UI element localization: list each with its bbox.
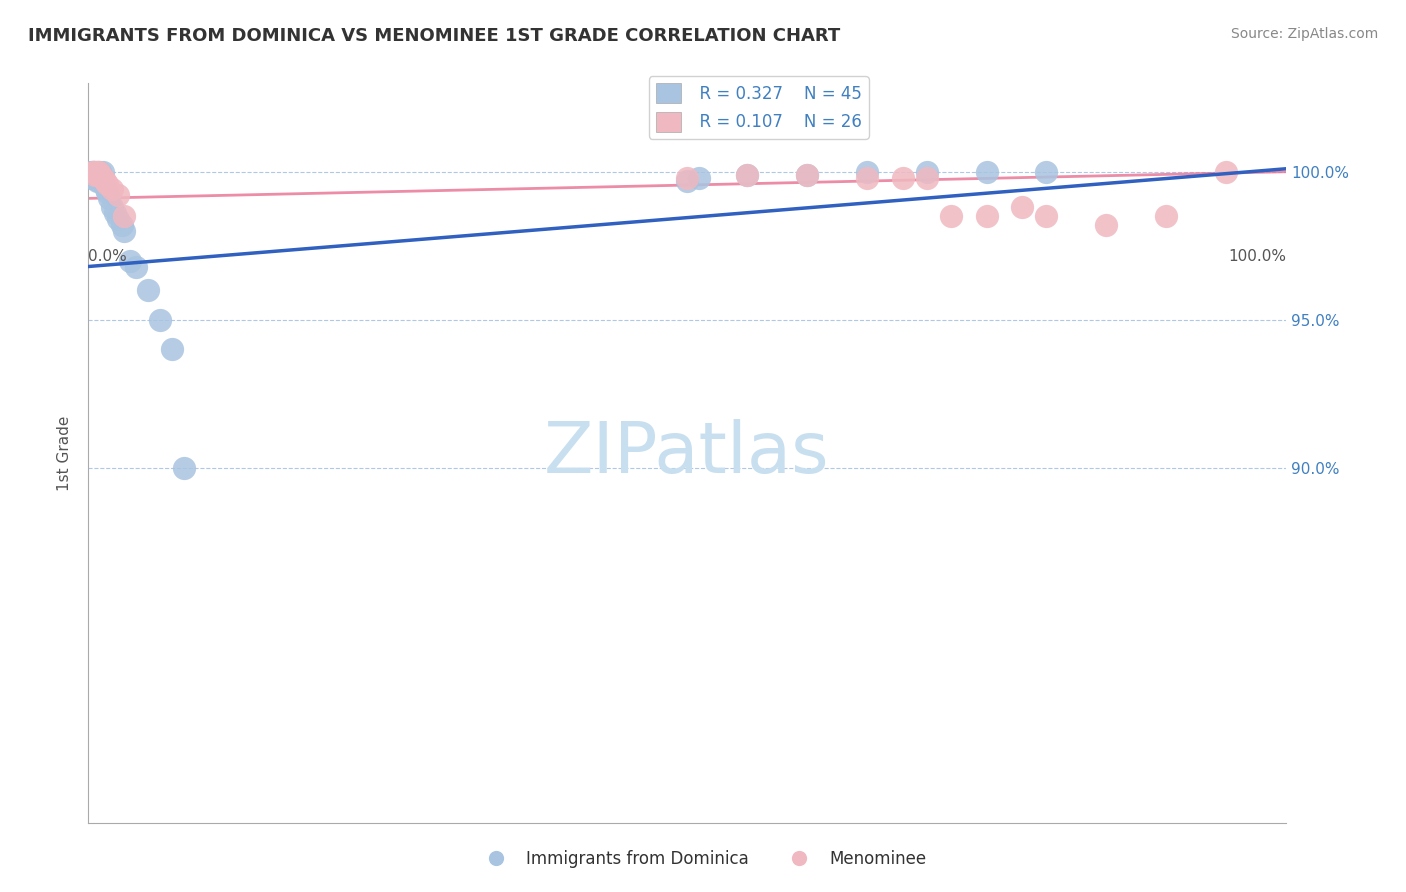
Point — [82, 165, 104, 179]
Point — [1154, 209, 1177, 223]
Point — [91, 165, 114, 179]
Point — [855, 170, 877, 185]
Point — [796, 168, 818, 182]
Point — [855, 165, 877, 179]
Point — [90, 173, 112, 187]
Point — [149, 313, 172, 327]
Point — [101, 182, 124, 196]
Point — [891, 170, 914, 185]
Point — [976, 165, 998, 179]
Point — [86, 165, 108, 179]
Point — [976, 209, 998, 223]
Point — [111, 218, 134, 232]
Point — [89, 170, 111, 185]
Point — [173, 461, 195, 475]
Point — [120, 253, 142, 268]
Point — [107, 188, 129, 202]
Point — [101, 200, 124, 214]
Point — [83, 168, 105, 182]
Point — [676, 170, 699, 185]
Point — [91, 170, 114, 185]
Point — [97, 191, 120, 205]
Point — [103, 206, 125, 220]
Text: Source: ZipAtlas.com: Source: ZipAtlas.com — [1230, 27, 1378, 41]
Point — [84, 168, 107, 182]
Point — [79, 165, 101, 179]
Point — [94, 173, 117, 187]
Point — [86, 173, 108, 187]
Legend:   R = 0.327    N = 45,   R = 0.107    N = 26: R = 0.327 N = 45, R = 0.107 N = 26 — [650, 77, 869, 138]
Point — [80, 170, 103, 185]
Point — [112, 209, 135, 223]
Point — [89, 168, 111, 182]
Point — [87, 165, 110, 179]
Point — [107, 212, 129, 227]
Point — [1011, 200, 1033, 214]
Point — [915, 165, 938, 179]
Point — [688, 170, 710, 185]
Point — [125, 260, 148, 274]
Point — [96, 177, 118, 191]
Point — [87, 168, 110, 182]
Point — [87, 173, 110, 187]
Point — [735, 168, 758, 182]
Point — [83, 165, 105, 179]
Point — [82, 165, 104, 179]
Point — [915, 170, 938, 185]
Text: 100.0%: 100.0% — [1227, 250, 1286, 265]
Legend: Immigrants from Dominica, Menominee: Immigrants from Dominica, Menominee — [472, 844, 934, 875]
Point — [86, 165, 108, 179]
Point — [91, 170, 114, 185]
Point — [87, 168, 110, 182]
Point — [90, 168, 112, 182]
Point — [112, 224, 135, 238]
Point — [96, 186, 118, 200]
Point — [82, 168, 104, 182]
Point — [83, 165, 105, 179]
Point — [160, 343, 183, 357]
Point — [84, 170, 107, 185]
Point — [1035, 209, 1057, 223]
Point — [1095, 218, 1118, 232]
Text: 0.0%: 0.0% — [89, 250, 127, 265]
Point — [87, 170, 110, 185]
Text: IMMIGRANTS FROM DOMINICA VS MENOMINEE 1ST GRADE CORRELATION CHART: IMMIGRANTS FROM DOMINICA VS MENOMINEE 1S… — [28, 27, 841, 45]
Text: ZIPatlas: ZIPatlas — [544, 418, 830, 488]
Point — [80, 165, 103, 179]
Point — [676, 173, 699, 187]
Point — [136, 283, 159, 297]
Point — [939, 209, 962, 223]
Point — [87, 165, 110, 179]
Point — [1035, 165, 1057, 179]
Y-axis label: 1st Grade: 1st Grade — [58, 416, 72, 491]
Point — [1215, 165, 1237, 179]
Point — [86, 168, 108, 182]
Point — [93, 177, 115, 191]
Point — [94, 182, 117, 196]
Point — [735, 168, 758, 182]
Point — [89, 165, 111, 179]
Point — [84, 165, 107, 179]
Point — [796, 168, 818, 182]
